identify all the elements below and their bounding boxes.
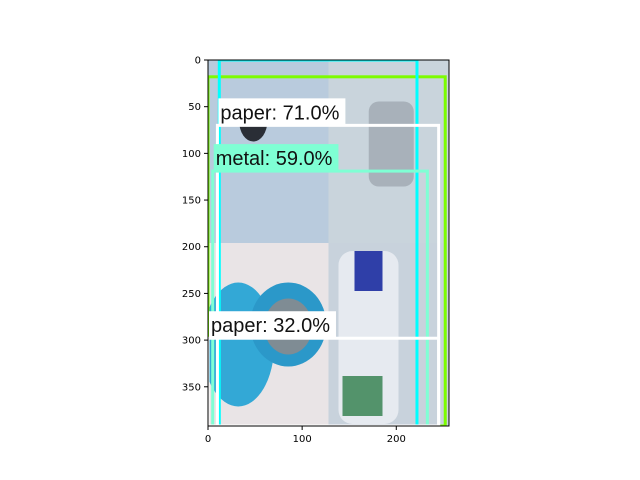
detection-label-0: paper: 71.0%: [220, 102, 339, 124]
y-tick-label-0: 0: [195, 56, 201, 67]
x-axis: 0 100 200: [205, 426, 406, 445]
y-axis: 0 50 100 150 200 250 300 350: [182, 56, 208, 393]
outer-box-1: [217, 60, 419, 426]
y-tick-label-350: 350: [182, 382, 201, 393]
x-tick-label-200: 200: [387, 434, 406, 445]
y-tick-label-100: 100: [182, 149, 201, 160]
photo-can-band: [354, 251, 383, 291]
y-tick-label-50: 50: [188, 102, 201, 113]
y-tick-label-200: 200: [182, 242, 201, 253]
outer-box-0: [208, 75, 447, 426]
detection-label-1: metal: 59.0%: [216, 148, 333, 170]
y-tick-label-150: 150: [182, 196, 201, 207]
detection-label-bg-0: [218, 98, 346, 126]
axes-frame: [207, 59, 450, 427]
detection-label-bg-2: [209, 311, 336, 339]
x-tick-label-100: 100: [293, 434, 312, 445]
detection-label-bg-1: [213, 144, 339, 172]
photo-can-leaves: [342, 376, 383, 416]
detection-label-2: paper: 32.0%: [211, 315, 330, 337]
photo-foil: [368, 101, 414, 187]
x-tick-label-0: 0: [205, 434, 211, 445]
y-tick-label-300: 300: [182, 336, 201, 347]
y-tick-label-250: 250: [182, 289, 201, 300]
detection-labels: paper: 71.0% metal: 59.0% paper: 32.0%: [209, 98, 346, 339]
